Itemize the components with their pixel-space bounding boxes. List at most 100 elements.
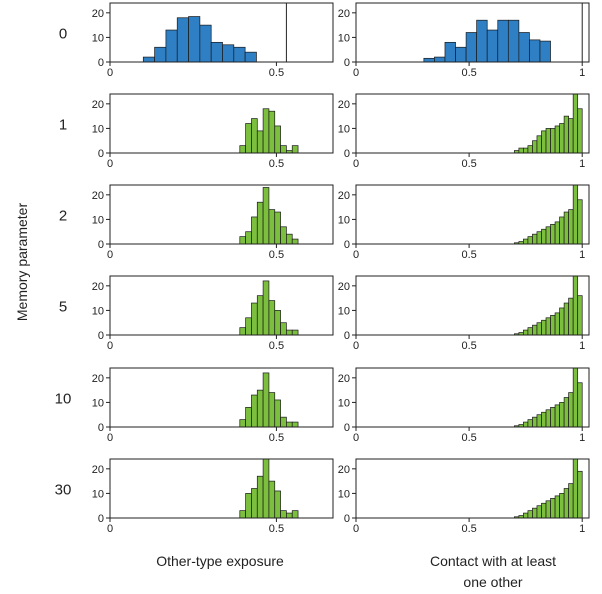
- histogram-bar: [527, 510, 533, 519]
- y-tick-label: 0: [344, 513, 350, 525]
- histogram-bar: [280, 145, 287, 154]
- y-tick-label: 10: [338, 397, 350, 409]
- histogram-bar: [497, 19, 509, 63]
- histogram-bar: [245, 493, 252, 519]
- histogram-bar: [568, 297, 574, 336]
- x-tick-label: 0: [107, 523, 113, 535]
- histogram-bar: [244, 51, 257, 63]
- histogram-bar: [268, 300, 276, 336]
- x-tick-label: 0: [353, 249, 359, 261]
- x-tick-label: 1: [579, 249, 585, 261]
- x-tick-label: 0: [353, 523, 359, 535]
- histogram-bar: [568, 118, 574, 154]
- y-tick-label: 20: [338, 464, 350, 476]
- y-tick-label: 10: [338, 123, 350, 135]
- histogram-bar: [527, 236, 533, 245]
- y-tick-label: 20: [92, 99, 104, 111]
- histogram-panel: 0 10 20 0 0.5 1: [338, 367, 590, 444]
- histogram-panel: 0 10 20 0 0.5 1: [338, 275, 590, 352]
- histogram-bar: [280, 322, 287, 336]
- panel-frame: [355, 367, 590, 428]
- x-tick-label: 0: [353, 158, 359, 170]
- x-axis-title-right-line2: one other: [463, 574, 522, 590]
- histogram-bar: [188, 16, 201, 63]
- histogram-bar: [262, 187, 270, 245]
- histogram-bar: [563, 302, 569, 336]
- y-tick-label: 0: [344, 239, 350, 251]
- y-tick-label: 0: [98, 239, 104, 251]
- histogram-bar: [286, 233, 293, 245]
- histogram-bar: [262, 458, 270, 519]
- histogram-bar: [291, 238, 299, 245]
- histogram-bar: [532, 233, 538, 245]
- histogram-bar: [486, 29, 499, 63]
- y-tick-label: 20: [92, 8, 104, 20]
- histogram-bar: [536, 322, 542, 336]
- y-tick-label: 20: [338, 190, 350, 202]
- histogram-bar: [559, 216, 565, 245]
- histogram-bar: [523, 421, 529, 428]
- histogram-bar: [210, 41, 223, 63]
- x-tick-label: 0.5: [461, 432, 476, 444]
- y-tick-label: 10: [92, 32, 104, 44]
- x-axis-title-left: Other-type exposure: [156, 553, 284, 569]
- x-tick-label: 0.5: [461, 523, 476, 535]
- x-tick-label: 0: [107, 249, 113, 261]
- histogram-bar: [563, 397, 569, 428]
- y-tick-label: 20: [92, 190, 104, 202]
- histogram-bar: [176, 17, 189, 63]
- panel-frame: [109, 184, 334, 245]
- histogram-bar: [245, 406, 252, 428]
- histogram-bar: [268, 209, 276, 245]
- panel-frame: [355, 275, 590, 336]
- histogram-bar: [550, 314, 556, 336]
- histogram-bar: [572, 275, 579, 336]
- histogram-bar: [532, 324, 538, 336]
- histogram-bar: [523, 238, 529, 245]
- histogram-bar: [256, 201, 264, 245]
- histogram-bar: [523, 512, 529, 519]
- x-tick-label: 1: [579, 158, 585, 170]
- histogram-bar: [572, 93, 579, 154]
- histogram-bar: [550, 223, 556, 245]
- histogram-panel: 0 10 20 0 0.5 1: [338, 2, 590, 79]
- histogram-bar: [554, 221, 560, 245]
- histogram-bar: [559, 402, 565, 428]
- x-tick-label: 0.5: [269, 432, 284, 444]
- histogram-bar: [476, 19, 488, 63]
- histogram-bar: [286, 329, 293, 336]
- histogram-bar: [532, 140, 538, 154]
- histogram-bar: [541, 319, 547, 336]
- histogram-bar: [545, 409, 551, 428]
- histogram-bar: [268, 392, 276, 428]
- y-tick-label: 0: [98, 513, 104, 525]
- histogram-bar: [559, 307, 565, 336]
- histogram-panel: 0 10 20 0 0.5 1: [338, 184, 590, 261]
- histogram-bar: [529, 39, 541, 63]
- row-label: 1: [59, 117, 67, 134]
- histogram-bar: [239, 327, 246, 336]
- histogram-bar: [251, 488, 258, 519]
- y-tick-label: 20: [338, 373, 350, 385]
- x-tick-label: 0: [107, 432, 113, 444]
- histogram-bar: [199, 24, 212, 63]
- histogram-bar: [545, 128, 551, 154]
- histogram-panel: 10 0 10 20 0 0.5: [55, 367, 334, 444]
- histogram-panel: 0 10 20 0 0.5 1: [338, 458, 590, 535]
- y-tick-label: 0: [98, 148, 104, 160]
- histogram-bar: [423, 57, 435, 63]
- row-label: 5: [59, 299, 67, 316]
- histogram-bar: [251, 394, 258, 428]
- y-tick-label: 10: [92, 488, 104, 500]
- histogram-bar: [256, 475, 264, 519]
- y-tick-label: 20: [338, 99, 350, 111]
- x-tick-label: 1: [579, 432, 585, 444]
- y-tick-label: 0: [98, 330, 104, 342]
- x-tick-label: 0.5: [461, 67, 476, 79]
- histogram-bar: [239, 419, 246, 428]
- y-tick-label: 10: [92, 305, 104, 317]
- x-tick-label: 0: [353, 67, 359, 79]
- histogram-bar: [286, 512, 293, 519]
